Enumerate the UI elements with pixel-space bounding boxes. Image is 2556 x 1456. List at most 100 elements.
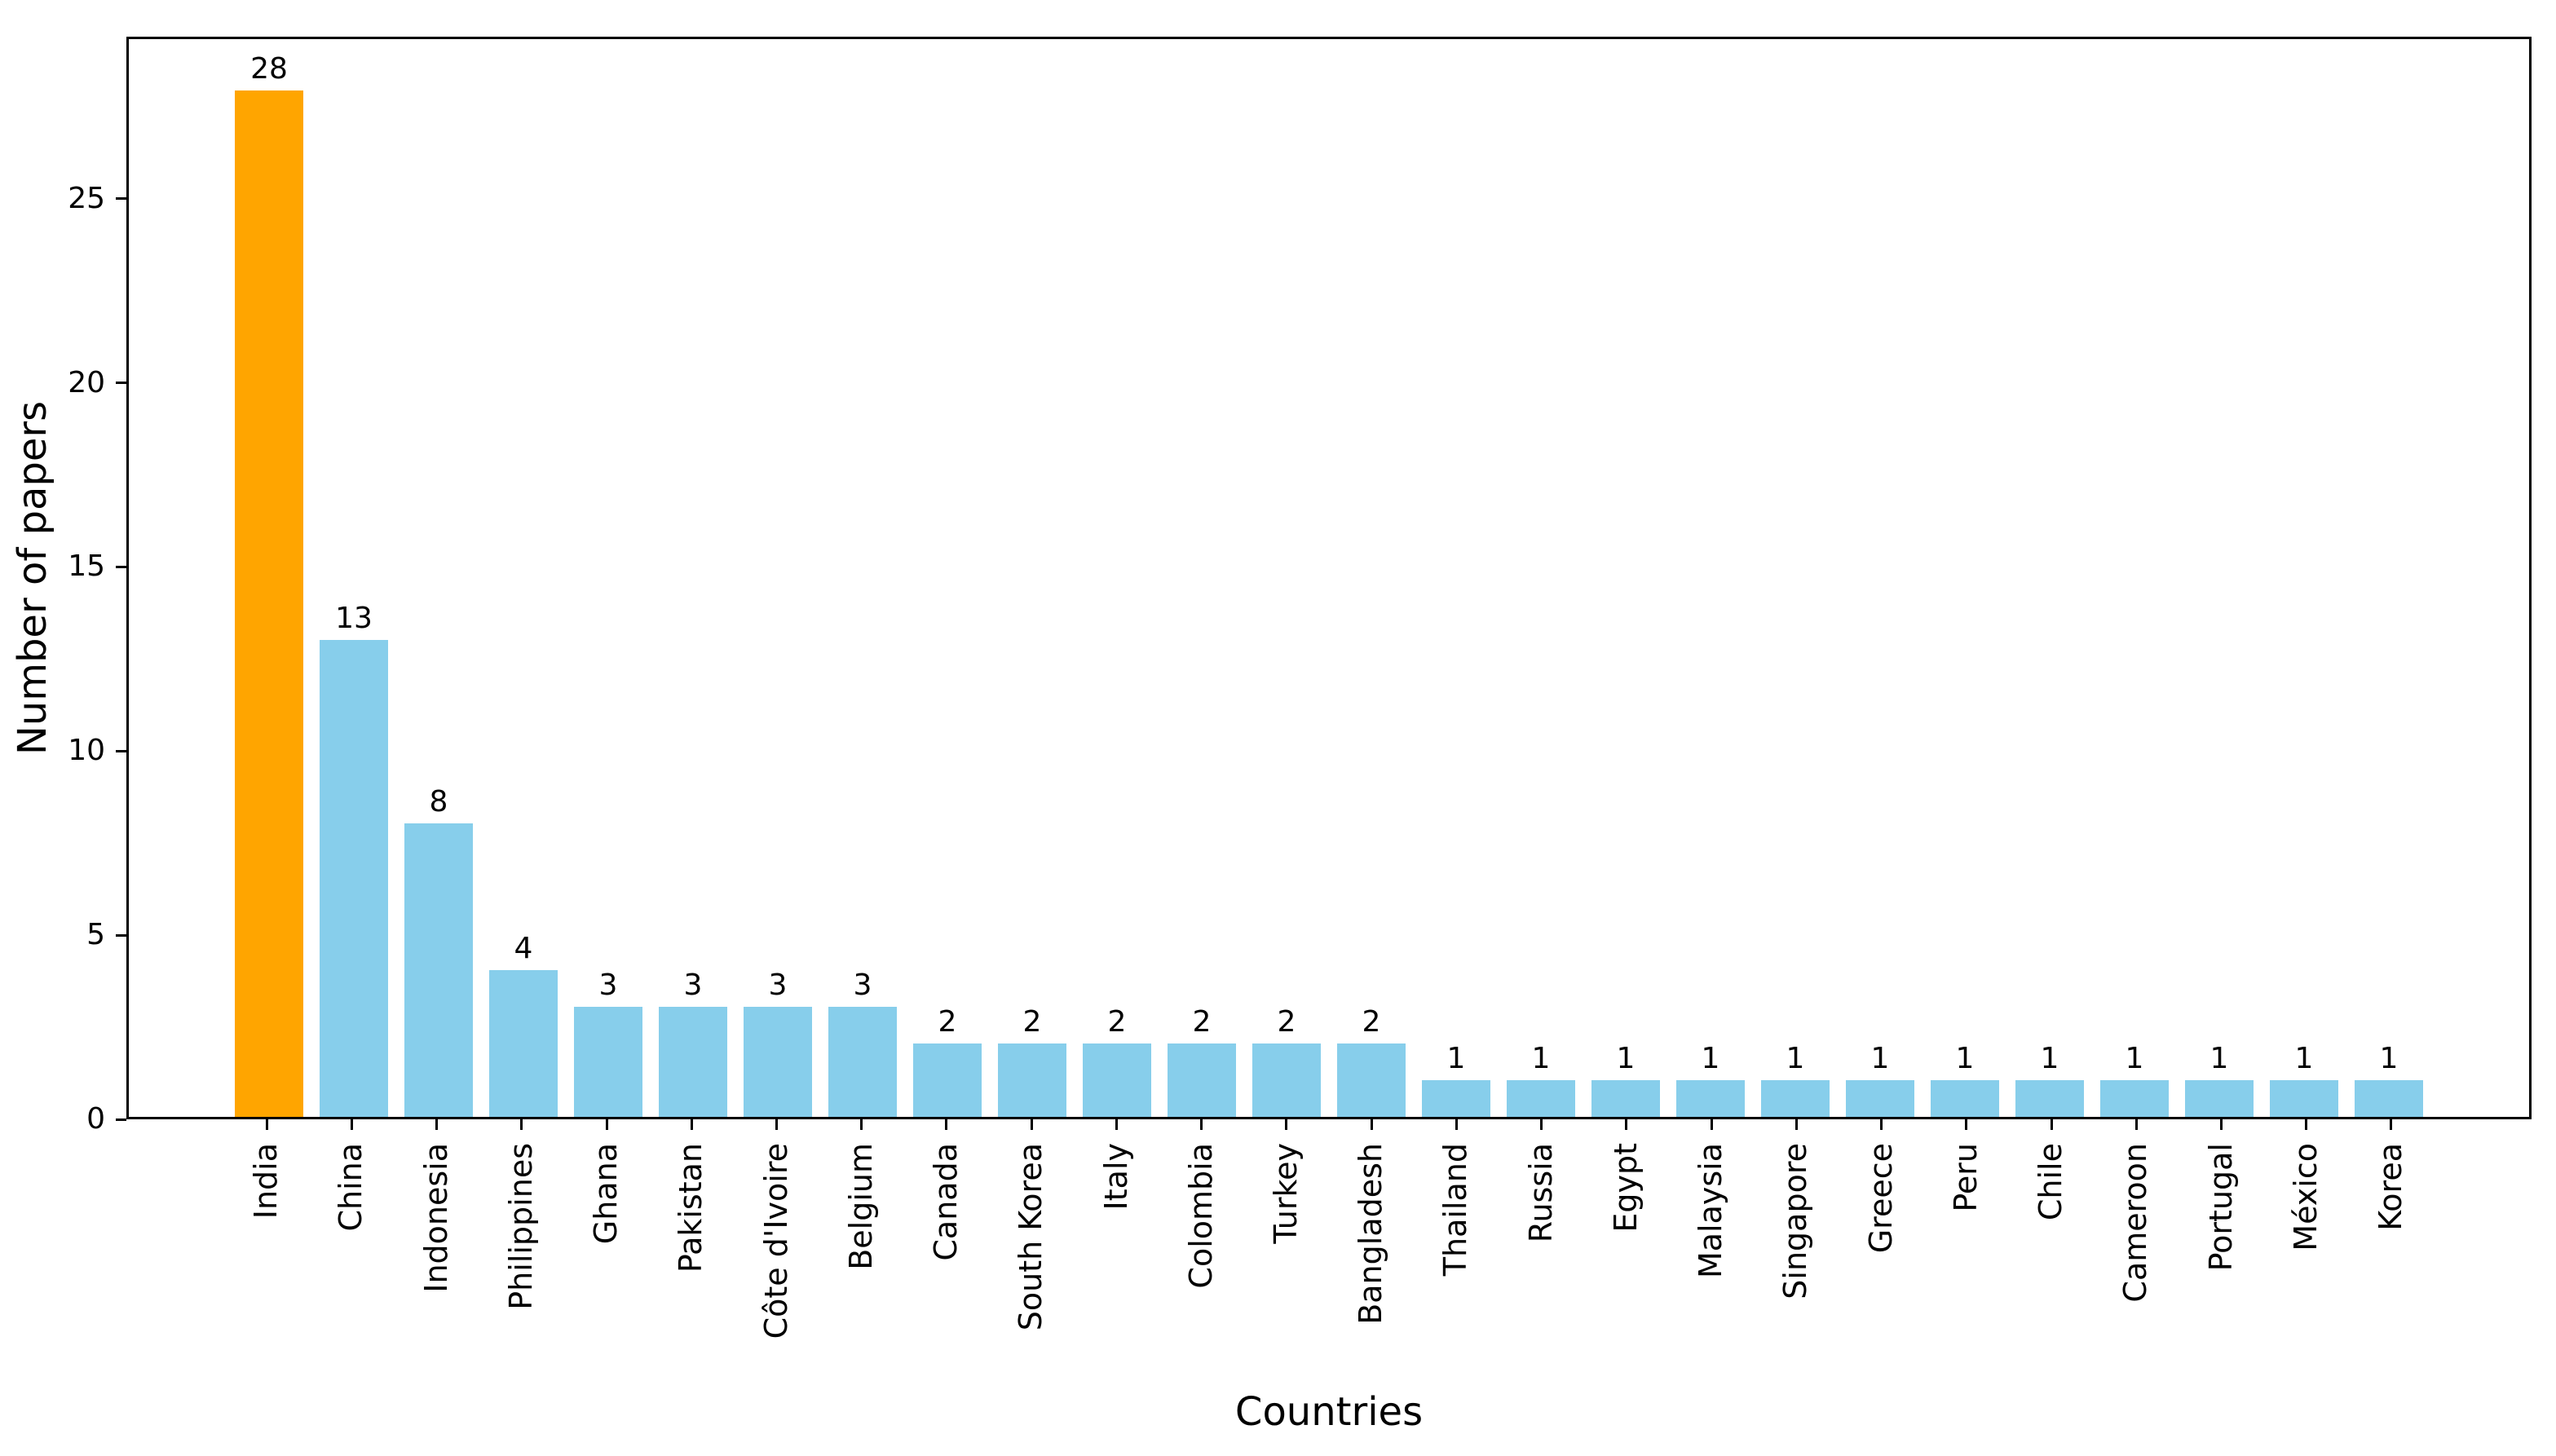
x-slot: Peru	[1924, 1119, 2009, 1339]
x-slot: Canada	[904, 1119, 989, 1339]
bar-slot: 2	[1244, 39, 1329, 1117]
x-tick-mark	[1370, 1119, 1373, 1130]
bar-value-label: 1	[1955, 1042, 1975, 1076]
bar-slot: 1	[1923, 39, 2007, 1117]
bar-value-label: 28	[250, 51, 288, 86]
bar-slot: 1	[1583, 39, 1668, 1117]
bar-value-label: 2	[1362, 1005, 1381, 1039]
y-tick-mark	[116, 197, 126, 201]
x-tick-mark	[2305, 1119, 2308, 1130]
x-tick-mark	[350, 1119, 353, 1130]
x-slot: Korea	[2349, 1119, 2434, 1339]
bar: 3	[744, 971, 812, 1117]
x-tick-label: Colombia	[1182, 1143, 1219, 1289]
x-tick-mark	[1115, 1119, 1118, 1130]
x-slot: Bangladesh	[1329, 1119, 1414, 1339]
x-tick-label: Belgium	[842, 1143, 879, 1270]
y-tick-mark	[116, 1118, 126, 1121]
bar-value-label: 1	[1531, 1042, 1551, 1076]
bar-value-label: 2	[1022, 1005, 1042, 1039]
x-slot: Indonesia	[394, 1119, 479, 1339]
x-slot: Greece	[1839, 1119, 1923, 1339]
y-tick-mark	[116, 749, 126, 752]
bar-value-label: 1	[2040, 1042, 2059, 1076]
x-tick-label: Canada	[928, 1143, 965, 1261]
bar: 1	[1507, 1044, 1575, 1117]
x-tick-label: Philippines	[502, 1143, 539, 1310]
x-slot: India	[224, 1119, 309, 1339]
bar-slot: 2	[1329, 39, 1414, 1117]
x-tick-label: Portugal	[2202, 1143, 2239, 1272]
x-tick-mark	[1285, 1119, 1288, 1130]
bar: 4	[489, 934, 558, 1117]
y-tick-label: 20	[68, 365, 105, 399]
bar-value-label: 2	[1277, 1005, 1296, 1039]
x-slot: México	[2264, 1119, 2349, 1339]
x-tick-mark	[2390, 1119, 2393, 1130]
bars-row: 28 13 8 4 3 3 3 3 2 2 2 2 2 2 1 1 1 1 1 1 1 1 1 1 1 1	[227, 39, 2431, 1117]
bar-value-label: 13	[335, 602, 373, 636]
bar: 3	[574, 971, 642, 1117]
x-tick-label: Ghana	[588, 1143, 625, 1245]
bar: 1	[2270, 1044, 2338, 1117]
bar-slot: 2	[1159, 39, 1244, 1117]
y-axis: 0 5 10 15 20 25	[0, 37, 126, 1134]
bar-slot: 1	[2346, 39, 2431, 1117]
bar-value-label: 3	[683, 968, 703, 1003]
bar-slot: 8	[396, 39, 481, 1117]
x-tick-label: China	[333, 1143, 369, 1232]
x-tick-mark	[1030, 1119, 1033, 1130]
x-tick-label: Peru	[1947, 1143, 1984, 1212]
y-tick-label: 25	[68, 181, 105, 215]
x-tick-mark	[690, 1119, 693, 1130]
bar: 1	[1422, 1044, 1490, 1117]
x-tick-mark	[775, 1119, 779, 1130]
x-slot: Russia	[1499, 1119, 1584, 1339]
x-tick-mark	[2134, 1119, 2138, 1130]
x-tick-label: Cameroon	[2117, 1143, 2154, 1303]
x-tick-mark	[1965, 1119, 1968, 1130]
x-tick-label: Greece	[1862, 1143, 1899, 1254]
x-slot: Pakistan	[649, 1119, 734, 1339]
bar: 2	[1337, 1008, 1406, 1117]
bar-value-label: 1	[1870, 1042, 1890, 1076]
x-tick-mark	[2050, 1119, 2053, 1130]
bar: 1	[2185, 1044, 2254, 1117]
x-tick-label: Indonesia	[417, 1143, 454, 1293]
bar-value-label: 1	[1616, 1042, 1636, 1076]
bar-value-label: 1	[2294, 1042, 2314, 1076]
x-slot: Portugal	[2179, 1119, 2263, 1339]
x-tick-mark	[520, 1119, 523, 1130]
x-tick-mark	[435, 1119, 439, 1130]
x-slots: India China Indonesia Philippines Ghana Pakis…	[224, 1119, 2434, 1339]
bar-value-label: 8	[429, 785, 448, 819]
x-tick-label: Malaysia	[1693, 1143, 1729, 1279]
x-tick-label: Chile	[2033, 1143, 2069, 1221]
bar: 2	[1083, 1008, 1151, 1117]
bar-slot: 1	[2007, 39, 2092, 1117]
y-tick-label: 5	[86, 918, 105, 952]
bar-value-label: 1	[1446, 1042, 1466, 1076]
y-tick-label: 10	[68, 734, 105, 768]
x-tick-label: Côte d'Ivoire	[757, 1143, 794, 1339]
y-tick-mark	[116, 382, 126, 385]
x-slot: Thailand	[1414, 1119, 1499, 1339]
x-tick-label: Turkey	[1267, 1143, 1304, 1244]
x-tick-mark	[860, 1119, 863, 1130]
bar-slot: 13	[311, 39, 396, 1117]
x-tick-mark	[1625, 1119, 1628, 1130]
bar-value-label: 1	[1786, 1042, 1805, 1076]
x-slot: Singapore	[1754, 1119, 1839, 1339]
bar-value-label: 1	[1701, 1042, 1720, 1076]
x-tick-label: Italy	[1097, 1143, 1134, 1211]
x-tick-label: Singapore	[1777, 1143, 1814, 1299]
bar-slot: 1	[1499, 39, 1583, 1117]
bar: 1	[2015, 1044, 2084, 1117]
x-tick-mark	[2220, 1119, 2223, 1130]
x-slot: Ghana	[564, 1119, 649, 1339]
bar-slot: 3	[820, 39, 905, 1117]
x-slot: Côte d'Ivoire	[734, 1119, 819, 1339]
bar: 2	[1168, 1008, 1236, 1117]
bar: 1	[1846, 1044, 1914, 1117]
